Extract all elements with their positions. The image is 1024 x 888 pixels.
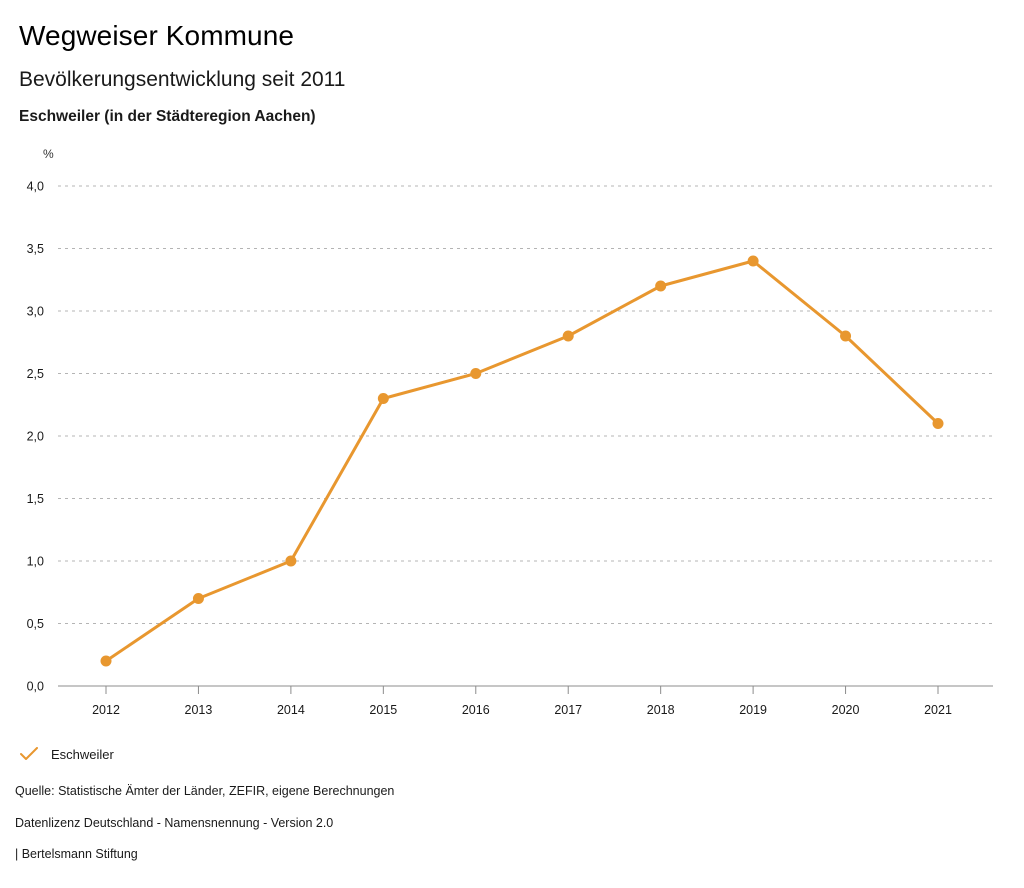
chart-footer: Quelle: Statistische Ämter der Länder, Z… <box>15 785 1005 880</box>
series-line-group <box>104 259 940 663</box>
chart-subtitle: Bevölkerungsentwicklung seit 2011 <box>19 68 346 91</box>
page-title: Wegweiser Kommune <box>19 20 295 51</box>
footer-publisher: | Bertelsmann Stiftung <box>15 847 138 861</box>
data-point-marker[interactable] <box>562 330 574 342</box>
x-axis-tick-label: 2012 <box>92 703 120 717</box>
legend-item-label: Eschweiler <box>51 746 114 762</box>
y-axis-tick-label: 1,5 <box>27 492 44 506</box>
x-axis-tick-label: 2017 <box>554 703 582 717</box>
x-axis-tick-label: 2020 <box>832 703 860 717</box>
series-line <box>104 259 940 663</box>
x-axis-tick-label: 2016 <box>462 703 490 717</box>
x-axis-tick-label: 2019 <box>739 703 767 717</box>
data-point-marker[interactable] <box>192 593 204 604</box>
data-point-marker[interactable] <box>747 255 759 267</box>
x-axis-tick-label: 2018 <box>647 703 675 717</box>
data-point-marker[interactable] <box>840 330 852 342</box>
x-axis-tick-label: 2013 <box>185 703 213 717</box>
series-points-group <box>100 255 944 667</box>
y-axis-tick-label: 2,5 <box>27 367 44 381</box>
y-axis-tick-label: 3,0 <box>27 305 44 319</box>
line-chart-plot: 0,0 0,5 1,0 1,5 2,0 2,5 3,0 3,5 4,0 2012 2013 2014… <box>0 140 1024 730</box>
x-axis-tick-label: 2021 <box>924 703 952 717</box>
data-point-marker[interactable] <box>100 655 112 667</box>
chart-header: Wegweiser Kommune Bevölkerungsentwicklun… <box>19 0 1009 125</box>
data-point-marker[interactable] <box>285 555 297 567</box>
data-point-marker[interactable] <box>655 280 667 292</box>
y-axis-labels-group: 0,0 0,5 1,0 1,5 2,0 2,5 3,0 3,5 4,0 <box>27 180 44 694</box>
data-point-marker[interactable] <box>932 418 944 429</box>
chart-svg: 0,0 0,5 1,0 1,5 2,0 2,5 3,0 3,5 4,0 2012 2013 2014… <box>27 180 993 717</box>
gridlines-group <box>58 185 993 687</box>
y-axis-tick-label: 1,0 <box>27 555 44 569</box>
y-axis-tick-label: 0,0 <box>27 680 44 694</box>
data-point-marker[interactable] <box>470 368 482 379</box>
y-axis-tick-label: 4,0 <box>27 180 44 194</box>
y-axis-tick-label: 0,5 <box>27 617 44 631</box>
check-icon <box>19 744 39 764</box>
chart-legend[interactable]: Eschweiler <box>19 744 114 764</box>
chart-container: % 0,0 0,5 1,0 1,5 2,0 2,5 3,0 3,5 4,0 2012 2013 20… <box>0 140 1024 730</box>
y-axis-tick-label: 2,0 <box>27 430 44 444</box>
y-axis-tick-label: 3,5 <box>27 242 44 256</box>
x-axis-ticks-group <box>105 686 939 694</box>
x-axis-tick-label: 2015 <box>369 703 397 717</box>
chart-region-label: Eschweiler (in der Städteregion Aachen) <box>19 108 316 125</box>
footer-source: Quelle: Statistische Ämter der Länder, Z… <box>15 784 395 798</box>
y-axis-unit-label: % <box>43 147 54 161</box>
x-axis-labels-group: 2012 2013 2014 2015 2016 2017 2018 2019 2020 2021 <box>92 703 952 717</box>
data-point-marker[interactable] <box>377 393 389 404</box>
x-axis-tick-label: 2014 <box>277 703 305 717</box>
footer-license: Datenlizenz Deutschland - Namensnennung … <box>15 815 334 830</box>
